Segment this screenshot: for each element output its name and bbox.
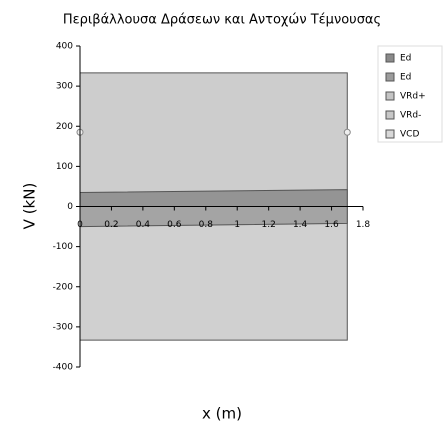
legend-label: Ed <box>400 73 411 83</box>
legend-label: Ed <box>400 54 411 64</box>
x-tick-label: 1.6 <box>324 220 339 230</box>
x-tick-label: 1.2 <box>262 220 276 230</box>
area <box>79 72 348 207</box>
legend-swatch <box>385 110 395 120</box>
y-tick-label: -200 <box>53 282 74 292</box>
legend-swatch <box>385 91 395 101</box>
marker <box>343 128 351 136</box>
y-tick-label: 400 <box>56 42 73 52</box>
y-tick-label: -100 <box>53 242 74 252</box>
x-tick-label: 0.8 <box>199 220 214 230</box>
y-tick-label: -400 <box>53 363 74 373</box>
x-tick-label: 1 <box>234 220 240 230</box>
legend-label: VCD <box>400 130 419 140</box>
legend-swatch <box>385 53 395 63</box>
y-tick-label: -300 <box>53 322 74 332</box>
y-tick-label: 0 <box>67 202 73 212</box>
x-tick-label: 0.6 <box>167 220 182 230</box>
x-axis-label: x (m) <box>202 405 242 423</box>
y-axis-label: V (kN) <box>21 183 39 230</box>
y-tick-label: 300 <box>56 82 73 92</box>
x-tick-label: 0 <box>77 220 83 230</box>
y-tick-label: 200 <box>56 122 73 132</box>
legend-swatch <box>385 129 395 139</box>
x-tick-label: 0.4 <box>136 220 151 230</box>
chart-title: Περιβάλλουσα Δράσεων και Αντοχών Τέμνουσ… <box>63 13 381 28</box>
legend-label: VRd+ <box>400 92 426 102</box>
legend-label: VRd- <box>400 111 421 121</box>
legend-swatch <box>385 72 395 82</box>
x-tick-label: 0.2 <box>104 220 118 230</box>
x-tick-label: 1.4 <box>293 220 308 230</box>
y-tick-label: 100 <box>56 162 73 172</box>
x-tick-label: 1.8 <box>356 220 371 230</box>
area <box>79 189 348 207</box>
